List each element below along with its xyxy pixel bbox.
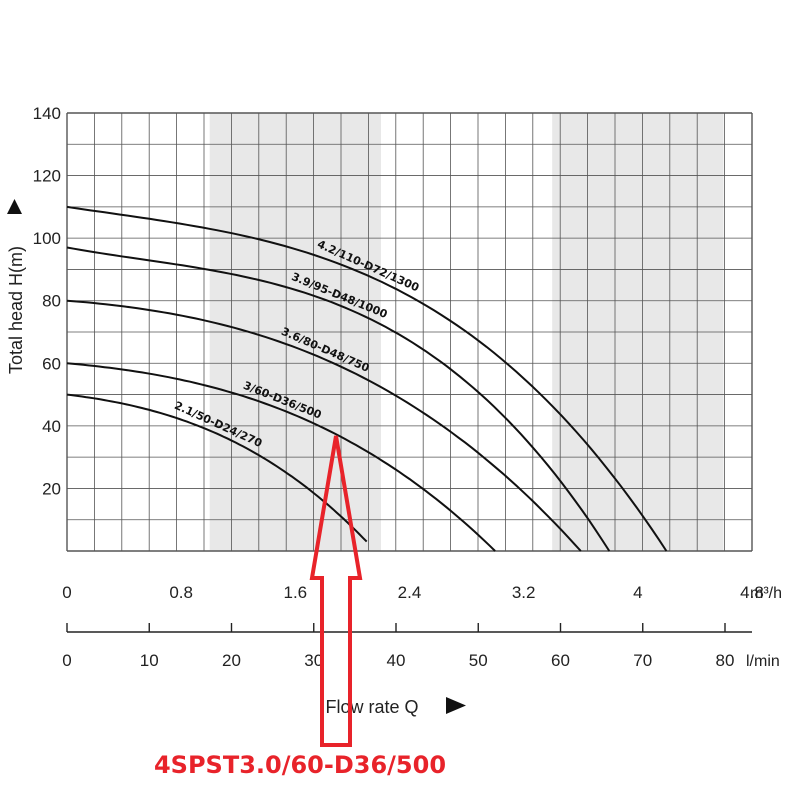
x-tick-label-lmin: 80 bbox=[716, 651, 735, 670]
y-axis-arrow-icon bbox=[7, 199, 22, 214]
x-tick-label-m3h: 4 bbox=[633, 583, 642, 602]
x-tick-label-m3h: 3.2 bbox=[512, 583, 536, 602]
y-tick-label: 100 bbox=[33, 229, 61, 248]
x-unit-secondary: l/min bbox=[746, 653, 780, 670]
x-tick-labels-lmin: 0 10 20 30 40 50 60 70 80 bbox=[62, 651, 734, 670]
curve-2-1-50-D24-270 bbox=[66, 393, 368, 543]
curve-3-9-95-D48-1000 bbox=[66, 246, 611, 552]
curve-4-2-110-D72-1300 bbox=[66, 205, 668, 552]
x-tick-label-m3h: 0.8 bbox=[169, 583, 193, 602]
y-tick-label: 80 bbox=[42, 292, 61, 311]
x-axis-arrow-icon bbox=[446, 697, 466, 714]
model-annotation: 4SPST3.0/60-D36/500 bbox=[154, 751, 446, 779]
lmin-axis bbox=[66, 623, 752, 633]
x-tick-label-lmin: 40 bbox=[387, 651, 406, 670]
x-tick-label-lmin: 60 bbox=[551, 651, 570, 670]
x-unit-primary: m³/h bbox=[750, 585, 782, 602]
x-tick-label-lmin: 20 bbox=[222, 651, 241, 670]
y-tick-label: 140 bbox=[33, 104, 61, 123]
x-axis-title: Flow rate Q bbox=[325, 697, 418, 717]
curve-3-6-80-D48-750 bbox=[66, 299, 582, 552]
x-tick-label-lmin: 50 bbox=[469, 651, 488, 670]
x-tick-label-m3h: 1.6 bbox=[284, 583, 308, 602]
y-tick-label: 40 bbox=[42, 417, 61, 436]
curve-3-60-D36-500 bbox=[66, 362, 496, 552]
y-tick-label: 20 bbox=[42, 479, 61, 498]
annotation-arrow bbox=[309, 435, 363, 747]
x-tick-label-lmin: 0 bbox=[62, 651, 71, 670]
pump-curves bbox=[66, 205, 668, 552]
x-tick-labels-m3h: 0 0.8 1.6 2.4 3.2 4 4.8 bbox=[62, 583, 764, 602]
x-tick-label-lmin: 10 bbox=[140, 651, 159, 670]
x-tick-label-m3h: 2.4 bbox=[398, 583, 422, 602]
y-tick-labels: 20 40 60 80 100 120 140 bbox=[33, 104, 61, 498]
y-tick-label: 120 bbox=[33, 167, 61, 186]
grid bbox=[66, 112, 753, 552]
x-tick-label-m3h: 0 bbox=[62, 583, 71, 602]
y-tick-label: 60 bbox=[42, 354, 61, 373]
y-axis-title: Total head H(m) bbox=[6, 246, 26, 374]
x-tick-label-m3h: 4.8 bbox=[740, 583, 764, 602]
x-tick-label-lmin: 70 bbox=[633, 651, 652, 670]
x-tick-label-lmin: 30 bbox=[304, 651, 323, 670]
